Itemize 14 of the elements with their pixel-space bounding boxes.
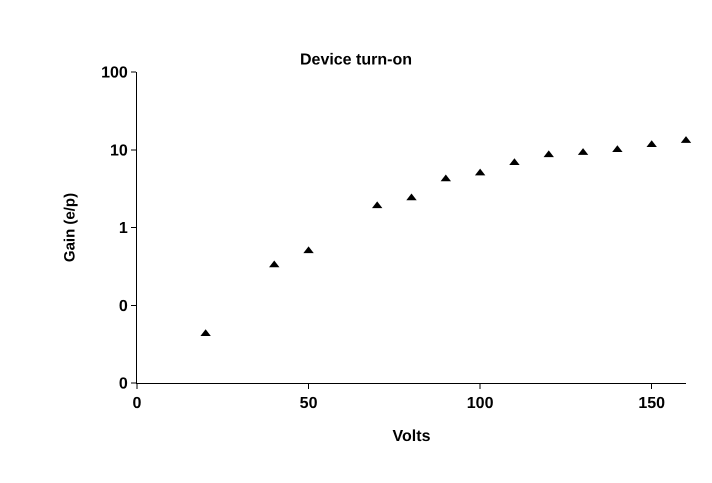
x-tick-label: 50	[300, 395, 318, 412]
y-tick-label: 1	[118, 220, 128, 238]
x-tick-label: 100	[466, 395, 494, 412]
y-tick-label: 0	[118, 298, 128, 315]
point	[269, 260, 280, 268]
x-axis-title: Volts	[392, 428, 431, 445]
y-tick-label: 100	[101, 64, 128, 82]
x-tick-label: 0	[132, 395, 142, 412]
y-tick-label: 10	[110, 142, 128, 160]
y-axis-title: Gain (e/p)	[61, 192, 78, 262]
y-tick-label: 0	[118, 376, 128, 393]
point	[544, 150, 554, 158]
chart-title: Device turn-on	[300, 51, 412, 68]
x-tick-label: 150	[638, 395, 666, 412]
